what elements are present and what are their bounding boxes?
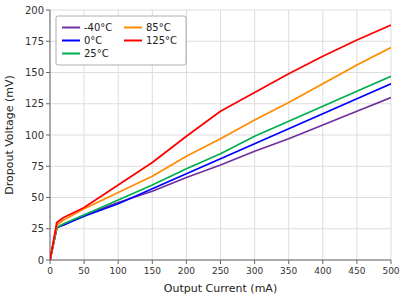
tick-mark	[46, 166, 50, 167]
axes: 0 25 50 75 100 125 150 175 200 0 50 100 150 200 250 300…	[25, 5, 400, 277]
tick-mark	[254, 260, 255, 264]
series-line	[50, 84, 391, 260]
background	[0, 0, 403, 298]
tick-mark	[391, 260, 392, 264]
tick-label: 100	[25, 130, 44, 141]
tick-mark	[46, 72, 50, 73]
series-line	[50, 76, 391, 260]
tick-label: 450	[348, 266, 365, 276]
grid	[50, 10, 391, 260]
tick-label: 25	[31, 223, 44, 234]
legend-box	[56, 16, 186, 65]
grid-line	[356, 10, 357, 260]
tick-mark	[186, 260, 187, 264]
tick-mark	[46, 103, 50, 104]
series-line	[50, 48, 391, 261]
tick-mark	[46, 197, 50, 198]
grid-line	[254, 10, 255, 260]
legend-key	[124, 40, 142, 42]
series-line	[50, 98, 391, 261]
legend-key	[124, 27, 142, 29]
tick-mark	[322, 260, 323, 264]
tick-label: 200	[178, 266, 195, 276]
tick-mark	[288, 260, 289, 264]
tick-mark	[356, 260, 357, 264]
legend-label: 85°C	[146, 22, 171, 33]
legend-label: 25°C	[84, 48, 109, 59]
tick-mark	[46, 135, 50, 136]
x-axis-label: Output Current (mA)	[164, 282, 277, 295]
legend-key	[62, 27, 80, 29]
y-axis-label: Dropout Voltage (mV)	[3, 75, 16, 195]
tick-label: 50	[31, 192, 44, 203]
tick-label: 350	[280, 266, 297, 276]
legend-label: -40°C	[84, 22, 112, 33]
legend-key	[62, 40, 80, 42]
tick-mark	[46, 41, 50, 42]
grid-line	[50, 10, 51, 260]
tick-label: 0	[47, 266, 53, 276]
tick-mark	[46, 10, 50, 11]
tick-mark	[84, 260, 85, 264]
tick-label: 250	[212, 266, 229, 276]
legend: -40°C 0°C 25°C 85°C 125°C	[56, 16, 186, 65]
grid-line	[288, 10, 289, 260]
grid-line	[322, 10, 323, 260]
tick-label: 125	[25, 98, 44, 109]
grid-line	[50, 260, 391, 261]
tick-mark	[118, 260, 119, 264]
legend-label: 125°C	[146, 35, 177, 46]
tick-label: 0	[38, 255, 44, 266]
tick-label: 75	[31, 161, 44, 172]
chart: 0 25 50 75 100 125 150 175 200 0 50 100 150 200 250 300…	[0, 0, 403, 298]
tick-label: 400	[314, 266, 331, 276]
tick-mark	[220, 260, 221, 264]
grid-line	[220, 10, 221, 260]
tick-label: 500	[382, 266, 399, 276]
tick-mark	[152, 260, 153, 264]
tick-mark	[46, 228, 50, 229]
y-axis-line	[50, 10, 51, 260]
tick-label: 175	[25, 36, 44, 47]
tick-label: 150	[144, 266, 161, 276]
tick-label: 50	[78, 266, 90, 276]
tick-label: 300	[246, 266, 263, 276]
tick-mark	[46, 260, 50, 261]
tick-label: 200	[25, 5, 44, 16]
tick-mark	[50, 260, 51, 264]
legend-key	[62, 53, 80, 55]
legend-label: 0°C	[84, 35, 102, 46]
tick-label: 150	[25, 67, 44, 78]
x-axis-line	[50, 260, 391, 261]
tick-label: 100	[110, 266, 127, 276]
